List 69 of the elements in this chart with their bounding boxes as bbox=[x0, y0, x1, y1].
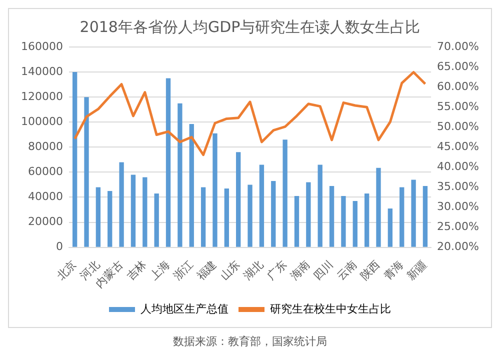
y2-tick-label: 70.00% bbox=[437, 40, 480, 53]
bar bbox=[352, 201, 358, 247]
bar bbox=[178, 103, 182, 247]
bar bbox=[189, 124, 194, 247]
bar bbox=[259, 164, 264, 247]
y2-tick-label: 65.00% bbox=[437, 60, 480, 73]
bar bbox=[212, 133, 218, 247]
bar bbox=[236, 152, 241, 247]
y2-tick-label: 40.00% bbox=[437, 160, 480, 174]
y2-tick-label: 35.00% bbox=[437, 180, 480, 194]
y-tick-label: 160000 bbox=[20, 40, 63, 53]
x-tick-label: 浙江 bbox=[171, 258, 196, 283]
y-tick-label: 140000 bbox=[20, 64, 63, 78]
bar bbox=[224, 188, 229, 247]
bar bbox=[306, 182, 311, 247]
y2-tick-label: 25.00% bbox=[437, 220, 480, 234]
bar bbox=[166, 78, 171, 247]
y2-tick-label: 50.00% bbox=[437, 120, 480, 133]
x-tick-label: 北京 bbox=[54, 258, 79, 283]
source-note: 数据来源：教育部，国家统计局 bbox=[172, 334, 328, 349]
bar bbox=[142, 177, 148, 247]
x-tick-label: 上海 bbox=[148, 258, 172, 283]
bar bbox=[329, 186, 334, 247]
bar bbox=[400, 187, 404, 247]
y-tick-label: 20000 bbox=[28, 215, 63, 228]
bar bbox=[200, 187, 206, 247]
x-tick-label: 山东 bbox=[218, 258, 242, 283]
bar bbox=[248, 184, 252, 247]
bar bbox=[108, 190, 112, 247]
bar bbox=[84, 97, 89, 247]
y-tick-label: 100000 bbox=[20, 114, 63, 128]
bar bbox=[388, 208, 393, 247]
bar bbox=[130, 174, 136, 247]
bar bbox=[119, 162, 124, 247]
y2-tick-label: 20.00% bbox=[437, 240, 480, 254]
bar bbox=[271, 180, 276, 247]
x-tick-label: 海南 bbox=[288, 258, 313, 283]
x-tick-label: 福建 bbox=[194, 258, 220, 283]
bar bbox=[376, 168, 381, 247]
bar bbox=[96, 187, 101, 247]
bar bbox=[154, 193, 159, 247]
legend-label: 人均地区生产总值 bbox=[140, 302, 228, 316]
y2-tick-label: 30.00% bbox=[437, 200, 480, 214]
legend-label: 研究生在校生中女生占比 bbox=[270, 302, 391, 316]
bar bbox=[422, 186, 428, 247]
bar bbox=[364, 193, 370, 247]
chart-title: 2018年各省份人均GDP与研究生在读人数女生占比 bbox=[80, 18, 420, 36]
x-tick-label: 吉林 bbox=[124, 258, 150, 283]
bar bbox=[341, 196, 346, 247]
x-tick-label: 云南 bbox=[334, 258, 360, 283]
y-tick-label: 0 bbox=[56, 240, 63, 254]
bar bbox=[294, 196, 300, 247]
x-tick-label: 四川 bbox=[311, 258, 336, 283]
y2-tick-label: 60.00% bbox=[437, 80, 480, 93]
x-tick-label: 新疆 bbox=[404, 258, 430, 283]
y2-tick-label: 45.00% bbox=[437, 140, 480, 154]
y2-tick-label: 55.00% bbox=[437, 100, 480, 113]
bar bbox=[411, 180, 416, 247]
y-tick-label: 120000 bbox=[20, 90, 63, 103]
x-tick-label: 陕西 bbox=[358, 258, 383, 283]
y-tick-label: 80000 bbox=[28, 140, 63, 154]
y-tick-label: 40000 bbox=[28, 190, 63, 204]
bar bbox=[72, 72, 78, 247]
bar bbox=[318, 164, 322, 247]
x-tick-label: 湖北 bbox=[241, 258, 266, 283]
bar bbox=[282, 140, 288, 247]
y-tick-label: 60000 bbox=[28, 165, 63, 178]
x-tick-label: 广东 bbox=[264, 258, 290, 283]
x-tick-label: 青海 bbox=[381, 258, 406, 283]
